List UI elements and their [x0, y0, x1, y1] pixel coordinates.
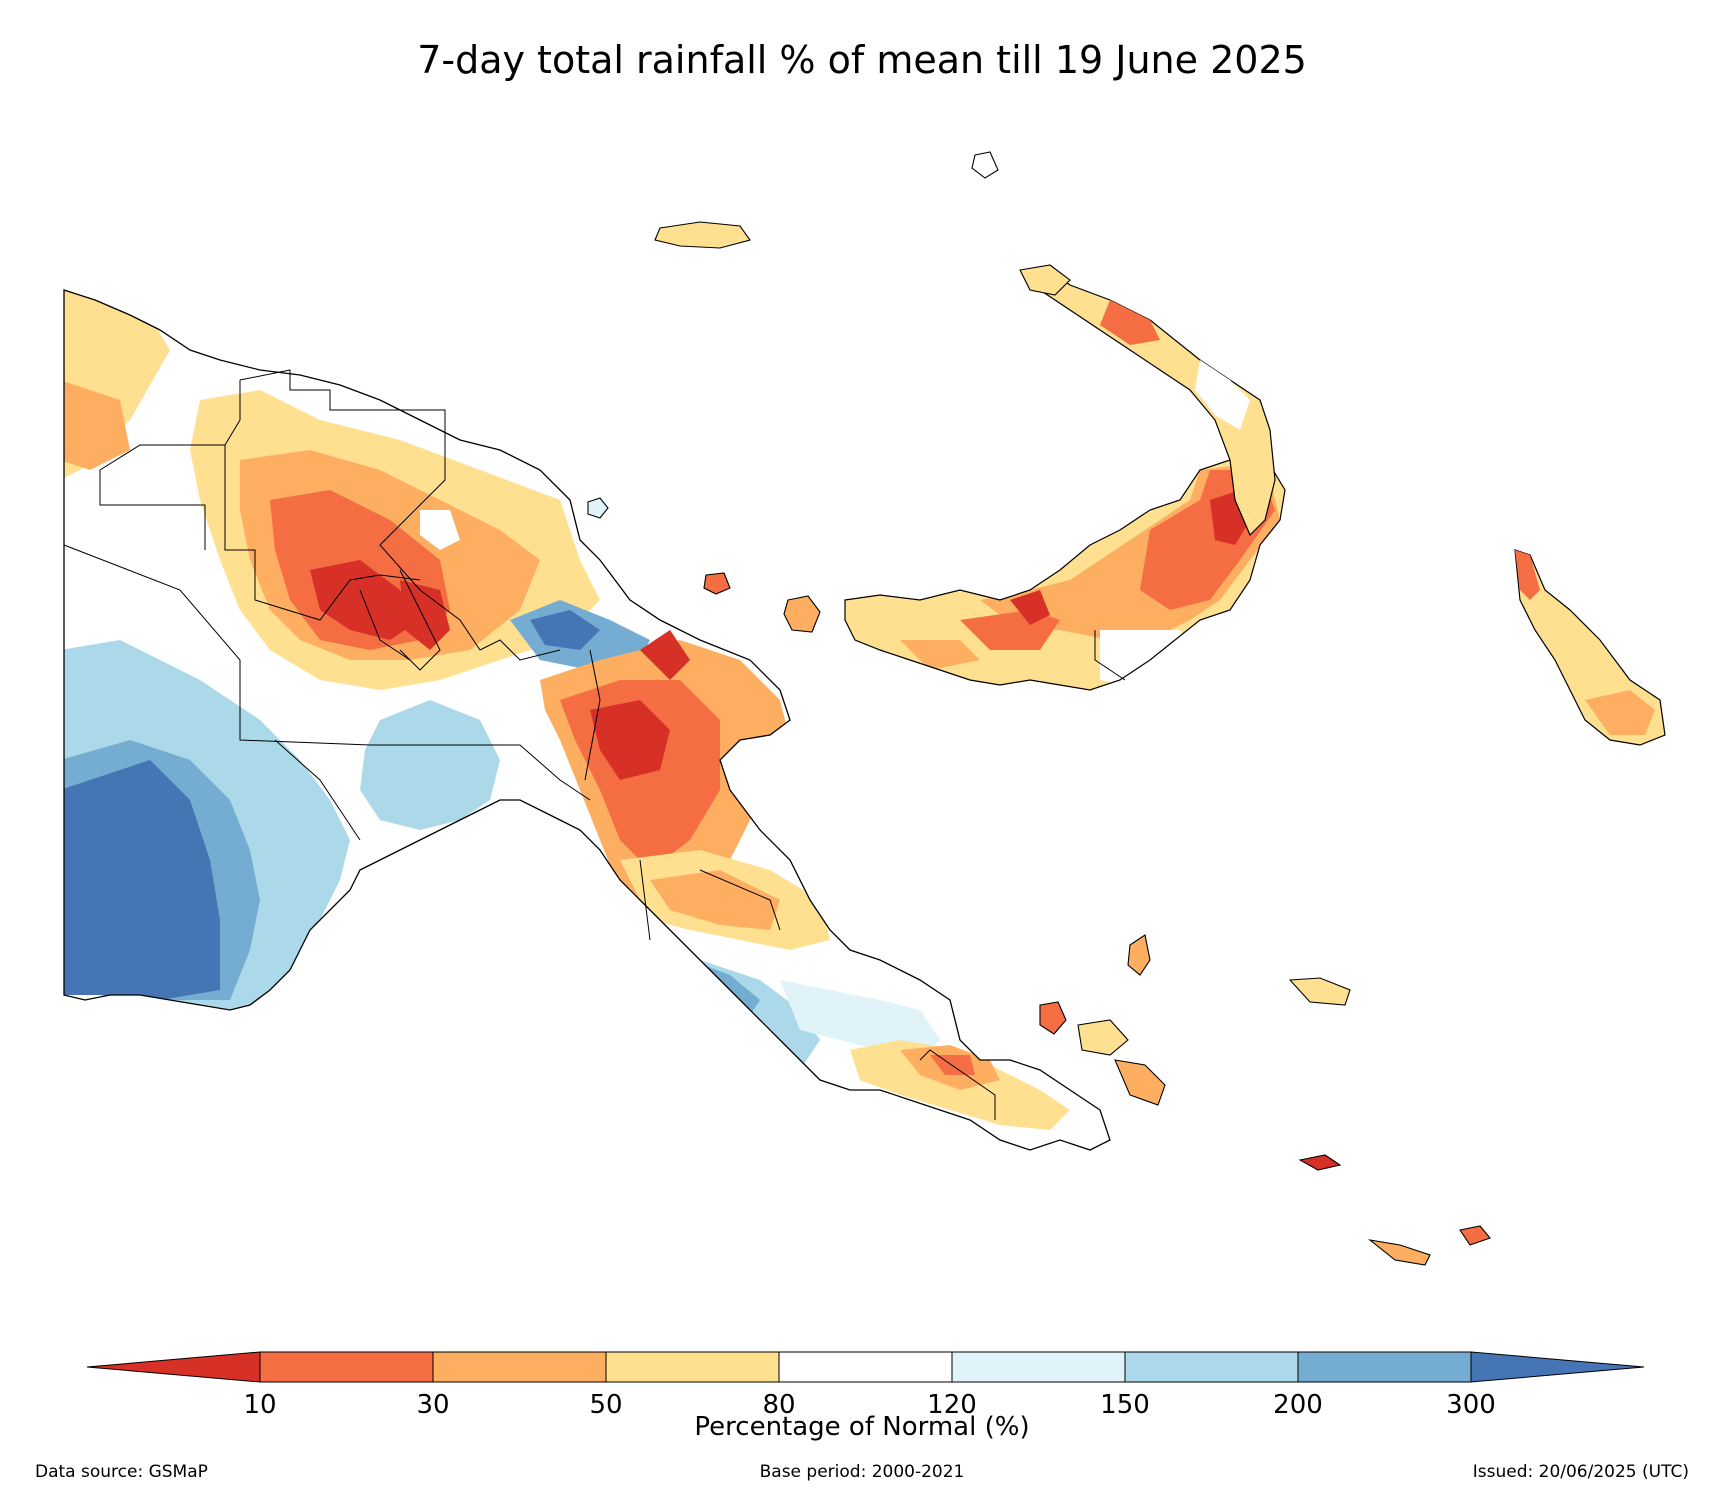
data-source-note: Data source: GSMaP	[35, 1462, 208, 1482]
colorbar-tick-10: 10	[243, 1390, 277, 1420]
manus-island	[654, 221, 751, 249]
misima-island	[1368, 1239, 1431, 1266]
karkar-island	[587, 497, 609, 519]
province-borders	[63, 369, 996, 1120]
colorbar-under-triangle	[86, 1351, 261, 1383]
umboi-island	[783, 595, 821, 633]
long-island	[703, 572, 731, 595]
sudest-island	[1127, 934, 1151, 976]
goodenough-island	[1039, 1001, 1067, 1035]
colorbar-over-triangle	[1470, 1351, 1645, 1383]
new-britain-border	[1094, 630, 1126, 681]
base-period-note: Base period: 2000-2021	[759, 1462, 965, 1482]
new-ireland-red-band	[1100, 300, 1160, 345]
lavongai-island	[1019, 264, 1071, 296]
colorbar-tick-30: 30	[416, 1390, 450, 1420]
colorbar-bin-50-80	[605, 1351, 780, 1383]
colorbar-tick-200: 200	[1273, 1390, 1323, 1420]
new-britain-coastline	[844, 459, 1286, 691]
colorbar-axis-label: Percentage of Normal (%)	[694, 1412, 1030, 1442]
fergusson-island	[1077, 1019, 1129, 1056]
rossel-island	[1459, 1225, 1491, 1246]
mainland-coastline	[63, 289, 1111, 1151]
colorbar-bin-30-50	[432, 1351, 607, 1383]
colorbar-bin-200-300	[1297, 1351, 1472, 1383]
bougainville-red	[1515, 550, 1540, 600]
colorbar-bin-80-120	[778, 1351, 953, 1383]
colorbar-bin-120-150	[951, 1351, 1126, 1383]
rainfall-map	[63, 151, 1666, 1266]
issued-note: Issued: 20/06/2025 (UTC)	[1472, 1462, 1689, 1482]
map-title: 7-day total rainfall % of mean till 19 J…	[417, 38, 1307, 82]
new-ireland-white-band	[1195, 360, 1250, 430]
woodlark-island	[1298, 1154, 1342, 1171]
mussau-island	[971, 151, 999, 179]
colorbar-tick-80: 80	[762, 1390, 796, 1420]
trobriand-island	[1288, 977, 1351, 1006]
colorbar-bin-150-200	[1124, 1351, 1299, 1383]
colorbar-bin-10-30	[259, 1351, 434, 1383]
colorbar-tick-150: 150	[1100, 1390, 1150, 1420]
normanby-island	[1114, 1059, 1166, 1106]
colorbar-tick-120: 120	[927, 1390, 977, 1420]
colorbar-tick-300: 300	[1446, 1390, 1496, 1420]
colorbar-tick-50: 50	[589, 1390, 623, 1420]
bougainville-south	[1585, 690, 1655, 735]
